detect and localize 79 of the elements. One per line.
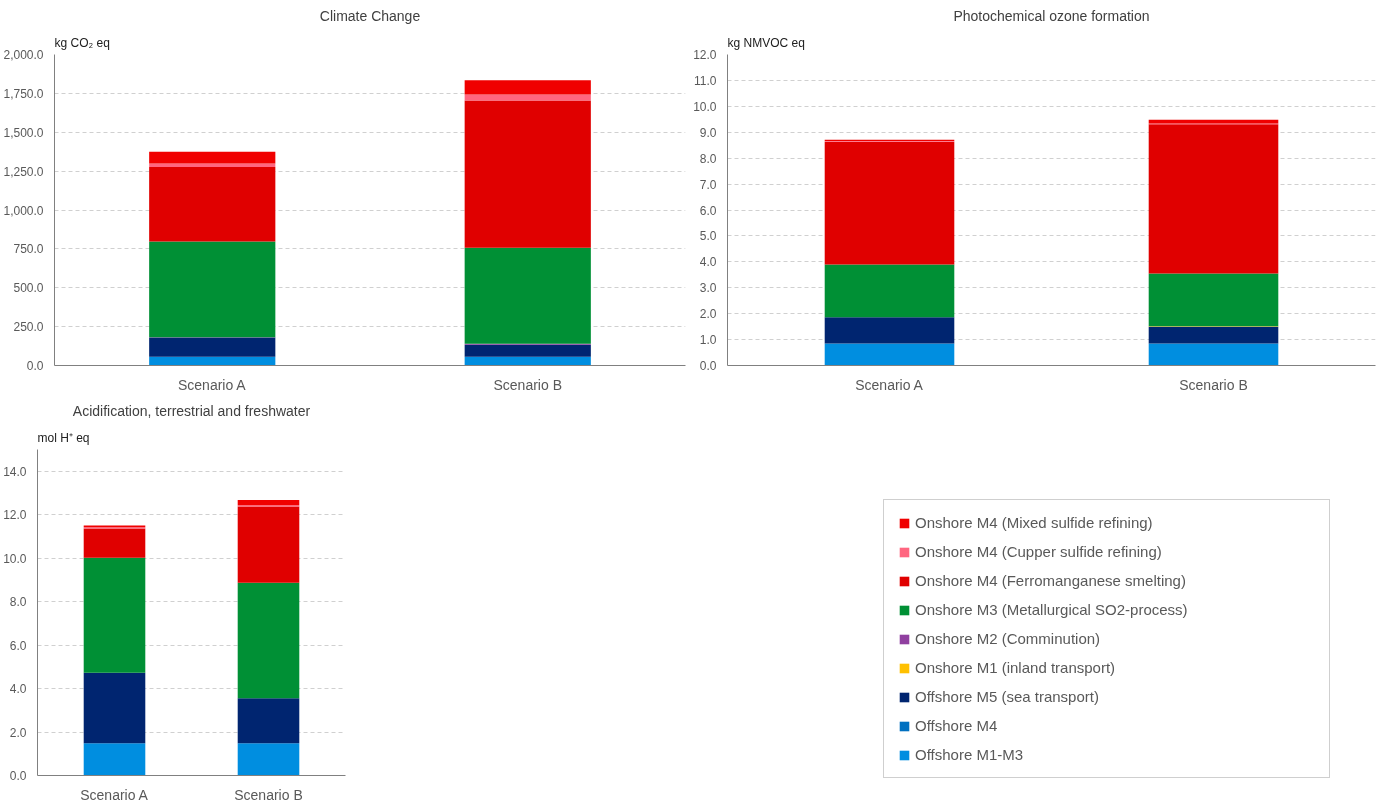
bar [824, 141, 955, 265]
legend-label: Offshore M5 (sea transport) [915, 688, 1100, 705]
bar [237, 506, 300, 583]
bar [824, 264, 955, 318]
bar [237, 499, 300, 506]
y-tick-label: 1.0 [699, 333, 717, 348]
bar [1148, 343, 1279, 366]
bar [1148, 326, 1279, 344]
y-tick-label: 9.0 [699, 125, 717, 140]
bar [464, 344, 591, 357]
bar [464, 356, 591, 366]
bar [83, 528, 146, 558]
y-tick-label: 8.0 [699, 151, 717, 166]
x-tick-label: Scenario A [80, 786, 149, 803]
bar [149, 337, 276, 357]
chart-title: Acidification, terrestrial and freshwater [72, 402, 311, 419]
y-tick-label: 500.0 [13, 281, 44, 296]
y-tick-label: 750.0 [13, 242, 44, 257]
y-tick-label: 0.0 [26, 359, 44, 373]
y-tick-label: 5.0 [699, 229, 717, 244]
legend-label: Onshore M3 (Metallurgical SO2-process) [915, 601, 1189, 618]
y-tick-label: 2.0 [9, 725, 27, 740]
y-tick-label: 3.0 [699, 281, 717, 296]
y-tick-label: 10.0 [3, 551, 27, 566]
chart-title: Climate Change [319, 7, 421, 24]
y-tick-label: 0.0 [699, 359, 717, 373]
bar [1148, 124, 1279, 274]
bar [149, 151, 276, 164]
bar [83, 672, 146, 744]
y-tick-label: 4.0 [699, 255, 717, 270]
y-tick-label: 1,000.0 [3, 203, 44, 218]
bar [464, 80, 591, 95]
legend-label: Onshore M4 (Cupper sulfide refining) [915, 543, 1163, 560]
legend-label: Offshore M1-M3 [915, 746, 1025, 763]
y-tick-label: 11.0 [694, 73, 717, 88]
y-axis-title: kg NMVOC eq [727, 35, 805, 50]
bar [83, 557, 146, 673]
y-tick-label: 12.0 [3, 508, 27, 523]
legend-label: Onshore M4 (Mixed sulfide refining) [915, 514, 1154, 531]
bar [149, 167, 276, 242]
y-tick-label: 4.0 [9, 682, 27, 697]
bar [237, 582, 300, 699]
y-tick-label: 8.0 [9, 595, 27, 610]
x-tick-label: Scenario A [855, 376, 924, 393]
x-tick-label: Scenario B [234, 786, 303, 803]
bar [1148, 273, 1279, 327]
legend-label: Onshore M2 (Comminution) [915, 630, 1102, 647]
y-tick-label: 1,750.0 [3, 86, 44, 101]
x-tick-label: Scenario A [178, 376, 247, 393]
bar [824, 317, 955, 344]
legend-label: Onshore M4 (Ferromanganese smelting) [915, 572, 1187, 589]
y-tick-label: 1,500.0 [3, 125, 44, 140]
bar [83, 743, 146, 776]
y-tick-label: 6.0 [9, 638, 27, 653]
bar [149, 356, 276, 366]
y-tick-label: 0.0 [9, 769, 27, 783]
bar [824, 343, 955, 366]
y-tick-label: 1,250.0 [3, 164, 44, 179]
legend-label: Onshore M1 (inland transport) [915, 659, 1117, 676]
bar [237, 743, 300, 776]
bar [149, 241, 276, 338]
y-tick-label: 12.0 [693, 48, 717, 62]
y-tick-label: 250.0 [13, 320, 44, 335]
y-tick-label: 10.0 [693, 99, 717, 114]
y-axis-title: kg CO₂ eq [54, 35, 110, 50]
bar [464, 247, 591, 344]
x-tick-label: Scenario B [1179, 376, 1248, 393]
y-tick-label: 2,000.0 [3, 48, 44, 62]
y-tick-label: 14.0 [3, 464, 27, 479]
bar [464, 100, 591, 248]
bar [237, 698, 300, 744]
y-axis-title: mol H⁺ eq [37, 430, 90, 445]
bar [464, 94, 591, 101]
y-tick-label: 2.0 [699, 307, 717, 322]
chart-title: Photochemical ozone formation [953, 7, 1150, 24]
legend-label: Offshore M4 [915, 717, 999, 734]
x-tick-label: Scenario B [493, 376, 562, 393]
y-tick-label: 7.0 [699, 177, 717, 192]
y-tick-label: 6.0 [699, 203, 717, 218]
